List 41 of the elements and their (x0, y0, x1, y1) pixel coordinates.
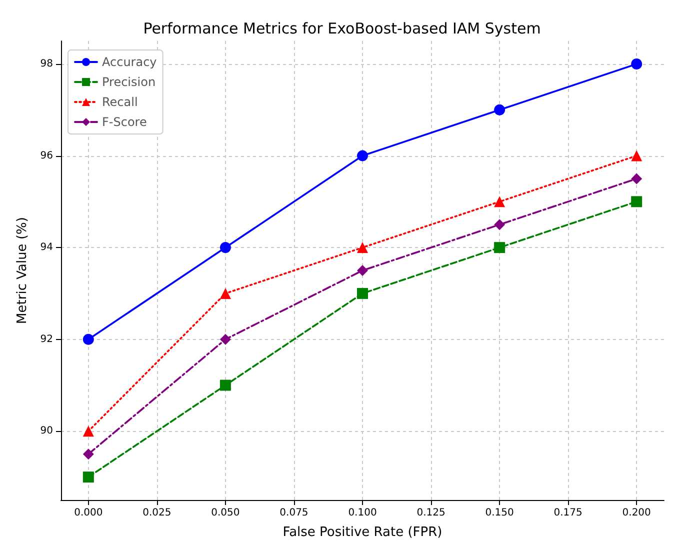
x-tick-label: 0.025 (142, 508, 172, 518)
point (82, 426, 94, 437)
point (631, 150, 642, 162)
point (220, 334, 231, 345)
legend-label: F-Score (102, 115, 147, 129)
y-axis-title: Metric Value (%) (15, 217, 30, 324)
legend-label: Precision (102, 75, 156, 89)
point (357, 150, 368, 162)
y-tick-label: 94 (40, 242, 53, 254)
x-tick-label: 0.150 (485, 508, 514, 518)
x-tick-label: 0.200 (622, 508, 651, 518)
y-tick-label: 90 (40, 426, 53, 437)
point (220, 380, 231, 391)
point (494, 219, 506, 230)
point (631, 58, 642, 70)
x-tick-label: 0.100 (348, 508, 377, 518)
point (357, 242, 368, 254)
y-tick-label: 92 (40, 334, 53, 345)
point (82, 472, 94, 483)
point (220, 242, 231, 254)
point (357, 265, 368, 276)
point (631, 196, 642, 208)
chart-title: Performance Metrics for ExoBoost-based IAM System (143, 20, 541, 38)
x-tick-label: 0.000 (74, 508, 103, 518)
y-tick-label: 98 (40, 58, 53, 70)
x-tick-label: 0.125 (416, 508, 446, 518)
point (631, 173, 642, 184)
point (494, 104, 506, 116)
legend-label: Accuracy (102, 55, 157, 69)
point (82, 448, 94, 460)
x-axis-title: False Positive Rate (FPR) (282, 525, 442, 540)
point (82, 334, 94, 345)
y-tick-label: 96 (40, 150, 53, 162)
point (220, 288, 231, 299)
point (357, 288, 368, 299)
x-tick-label: 0.075 (280, 508, 308, 518)
x-tick-label: 0.175 (554, 508, 582, 518)
x-tick-label: 0.050 (211, 508, 240, 518)
point (494, 196, 506, 208)
legend-label: Recall (102, 95, 138, 109)
point (494, 242, 506, 254)
